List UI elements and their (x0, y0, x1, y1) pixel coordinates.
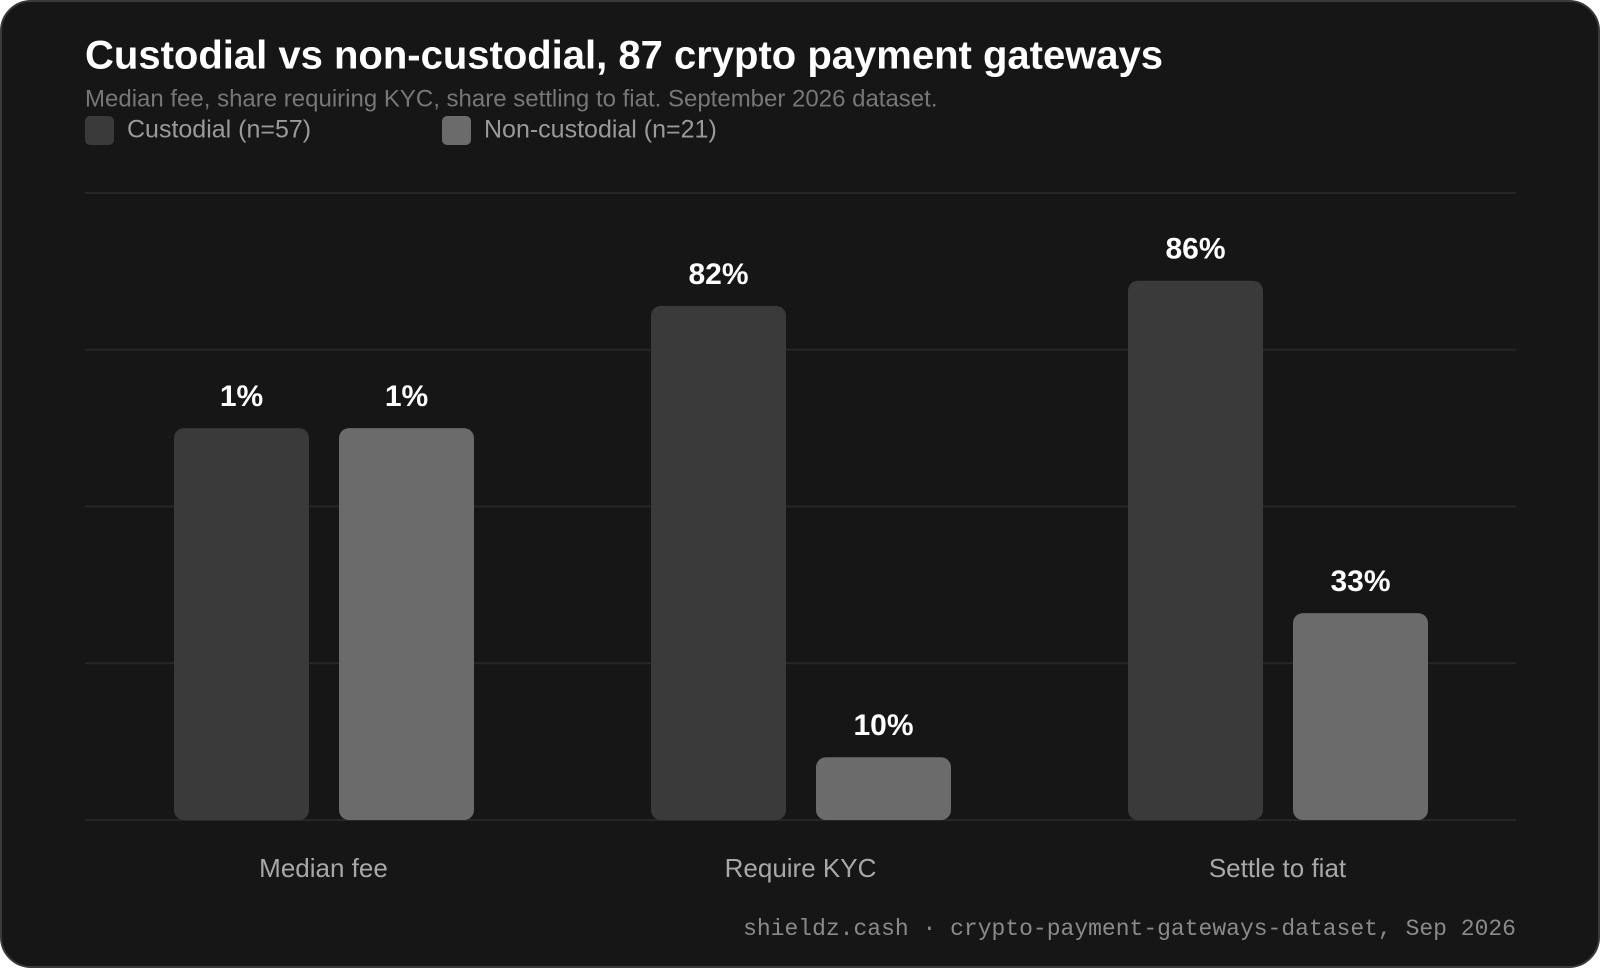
value-label: 33% (1330, 565, 1390, 598)
value-label: 10% (853, 709, 913, 742)
legend-label: Custodial (n=57) (127, 116, 311, 144)
bar (816, 757, 951, 820)
x-tick-label: Require KYC (725, 853, 877, 883)
value-label: 1% (220, 380, 263, 413)
source-note: shieldz.cash · crypto-payment-gateways-d… (743, 916, 1516, 942)
legend-swatch (85, 116, 114, 145)
value-label: 82% (688, 258, 748, 291)
bar (1293, 613, 1428, 820)
chart-title: Custodial vs non-custodial, 87 crypto pa… (85, 34, 1163, 78)
x-tick-label: Median fee (259, 853, 388, 883)
x-tick-label: Settle to fiat (1209, 853, 1347, 883)
legend-label: Non-custodial (n=21) (484, 116, 717, 144)
bar (651, 305, 786, 820)
chart-subtitle: Median fee, share requiring KYC, share s… (85, 85, 938, 112)
value-label: 1% (385, 380, 428, 413)
bar (339, 428, 474, 820)
bar (174, 428, 309, 820)
value-label: 86% (1165, 233, 1225, 266)
bar (1128, 280, 1263, 820)
legend-swatch (442, 116, 471, 145)
